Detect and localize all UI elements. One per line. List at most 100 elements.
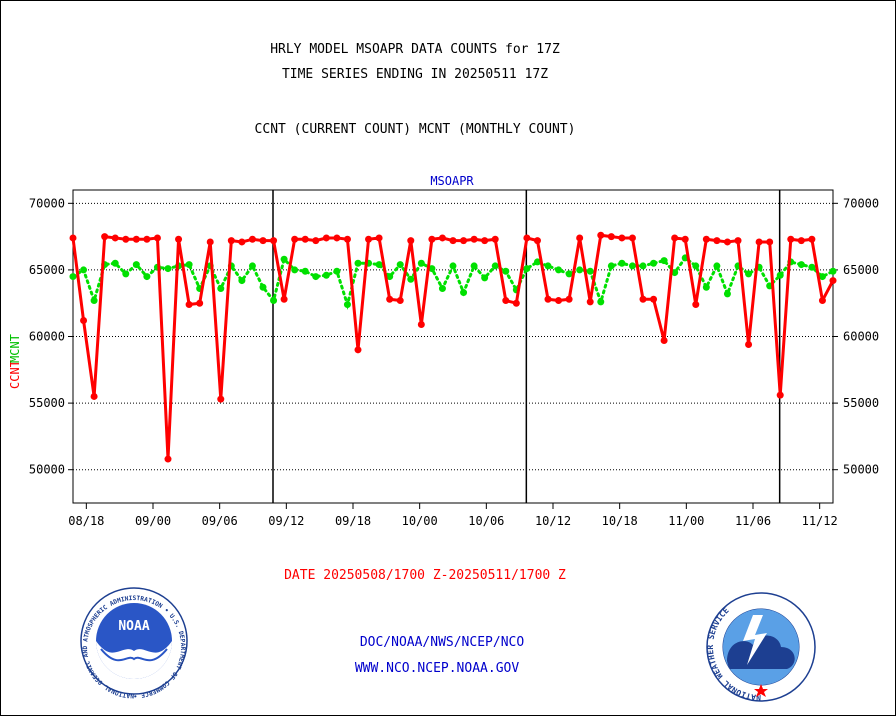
mcnt-point xyxy=(639,262,647,270)
plot-title: MSOAPR xyxy=(430,174,474,188)
ccnt-point xyxy=(523,234,531,242)
ylabel-mcnt: MCNT xyxy=(8,334,22,363)
mcnt-point xyxy=(438,285,446,293)
mcnt-point xyxy=(238,277,246,285)
ccnt-point xyxy=(565,295,573,303)
ccnt-point xyxy=(354,346,362,354)
mcnt-point xyxy=(270,297,278,305)
xtick-label: 08/18 xyxy=(68,514,104,528)
mcnt-point xyxy=(280,255,288,263)
ccnt-point xyxy=(660,337,668,345)
mcnt-point xyxy=(132,261,140,269)
noaa-logo: NATIONAL OCEANIC AND ATMOSPHERIC ADMINIS… xyxy=(80,587,188,699)
ccnt-point xyxy=(438,234,446,242)
ccnt-point xyxy=(101,233,109,241)
ccnt-point xyxy=(417,321,425,329)
mcnt-point xyxy=(702,283,710,291)
ccnt-point xyxy=(702,235,710,243)
mcnt-point xyxy=(312,273,320,281)
ccnt-point xyxy=(80,317,88,325)
ytick-label-right: 50000 xyxy=(843,463,879,477)
mcnt-point xyxy=(386,273,394,281)
ccnt-point xyxy=(270,237,278,245)
ccnt-point xyxy=(797,237,805,245)
ytick-label-right: 60000 xyxy=(843,330,879,344)
mcnt-point xyxy=(818,273,826,281)
mcnt-point xyxy=(745,270,753,278)
xtick-label: 09/06 xyxy=(202,514,238,528)
ccnt-point xyxy=(386,295,394,303)
mcnt-point xyxy=(90,297,98,305)
ccnt-point xyxy=(502,297,510,305)
ccnt-point xyxy=(766,238,774,246)
mcnt-point xyxy=(470,262,478,270)
ccnt-point xyxy=(132,235,140,243)
ytick-label-left: 55000 xyxy=(29,396,65,410)
mcnt-point xyxy=(428,265,436,273)
ccnt-point xyxy=(808,235,816,243)
ccnt-point xyxy=(628,234,636,242)
ccnt-point xyxy=(491,235,499,243)
ccnt-point xyxy=(755,238,763,246)
mcnt-point xyxy=(396,261,404,269)
footer-date-range: DATE 20250508/1700 Z-20250511/1700 Z xyxy=(284,568,566,583)
y-ticks: 50000 50000 55000 55000 60000 60000 65000 65000… xyxy=(29,196,879,476)
mcnt-point xyxy=(460,289,468,297)
mcnt-point xyxy=(407,275,415,283)
noaa-logo-text: NOAA xyxy=(118,619,149,634)
ccnt-point xyxy=(322,234,330,242)
mcnt-point xyxy=(576,266,584,274)
ccnt-point xyxy=(343,235,351,243)
mcnt-point xyxy=(597,298,605,306)
chart-subtitle: CCNT (CURRENT COUNT) MCNT (MONTHLY COUNT… xyxy=(255,122,576,137)
mcnt-point xyxy=(808,263,816,271)
mcnt-point xyxy=(217,285,225,293)
ccnt-point xyxy=(576,234,584,242)
ccnt-point xyxy=(544,295,552,303)
ytick-label-right: 55000 xyxy=(843,396,879,410)
chart-title-line1: HRLY MODEL MSOAPR DATA COUNTS for 17Z xyxy=(270,42,560,57)
ccnt-point xyxy=(153,234,161,242)
mcnt-point xyxy=(797,261,805,269)
mcnt-point xyxy=(80,266,88,274)
mcnt-point xyxy=(333,267,341,275)
mcnt-point xyxy=(354,259,362,267)
mcnt-point xyxy=(565,270,573,278)
mcnt-point xyxy=(301,267,309,275)
ccnt-point xyxy=(512,299,520,307)
ccnt-point xyxy=(745,341,753,349)
ytick-label-left: 65000 xyxy=(29,263,65,277)
ccnt-point xyxy=(555,297,563,305)
mcnt-point xyxy=(829,267,837,275)
mcnt-point xyxy=(502,267,510,275)
xtick-label: 10/06 xyxy=(468,514,504,528)
mcnt-point xyxy=(449,262,457,270)
series-mcnt xyxy=(69,254,837,310)
ccnt-point xyxy=(692,301,700,309)
ytick-label-right: 65000 xyxy=(843,263,879,277)
ccnt-point xyxy=(175,235,183,243)
mcnt-point xyxy=(776,271,784,279)
mcnt-point xyxy=(69,273,77,281)
x-ticks: 08/18 09/00 09/06 09/12 09/18 10/00 10/06 10/12… xyxy=(68,503,838,528)
ccnt-point xyxy=(818,297,826,305)
chart-title-line2: TIME SERIES ENDING IN 20250511 17Z xyxy=(282,67,548,82)
mcnt-point xyxy=(618,259,626,267)
xtick-label: 11/12 xyxy=(802,514,838,528)
ccnt-point xyxy=(291,235,299,243)
ccnt-point xyxy=(248,235,256,243)
ccnt-point xyxy=(164,455,172,463)
ccnt-point xyxy=(143,235,151,243)
ccnt-point xyxy=(829,277,837,285)
ccnt-point xyxy=(111,234,119,242)
mcnt-point xyxy=(523,265,531,273)
mcnt-point xyxy=(375,261,383,269)
ccnt-point xyxy=(196,299,204,307)
ccnt-point xyxy=(217,395,225,403)
ccnt-point xyxy=(90,392,98,400)
mcnt-point xyxy=(291,266,299,274)
mcnt-point xyxy=(164,265,172,273)
ccnt-point xyxy=(449,237,457,245)
